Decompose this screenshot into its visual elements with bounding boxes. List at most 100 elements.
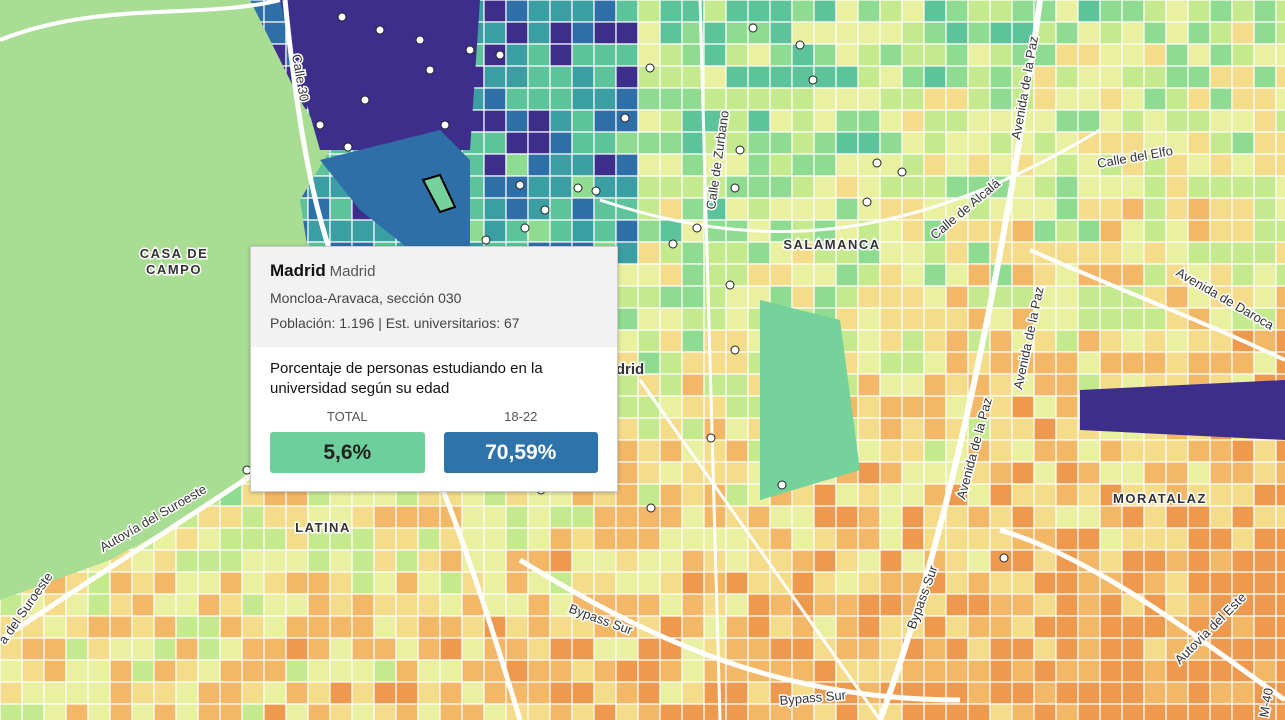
- section: [1055, 329, 1079, 353]
- section: [857, 43, 881, 67]
- section: [285, 703, 309, 720]
- section: [1121, 43, 1145, 67]
- section: [1253, 637, 1277, 661]
- section: [1121, 527, 1145, 551]
- section: [1231, 549, 1255, 573]
- section: [241, 593, 265, 617]
- section: [1055, 703, 1079, 720]
- section: [505, 65, 529, 89]
- section: [879, 241, 903, 265]
- section: [219, 549, 243, 573]
- section: [681, 197, 705, 221]
- point: [692, 223, 702, 233]
- section: [835, 703, 859, 720]
- section: [395, 681, 419, 705]
- section: [989, 351, 1013, 375]
- section: [725, 65, 749, 89]
- section: [1143, 197, 1167, 221]
- total-label: TOTAL: [326, 409, 368, 424]
- section: [571, 549, 595, 573]
- section: [659, 659, 683, 683]
- section: [725, 615, 749, 639]
- section: [65, 703, 89, 720]
- section: [1253, 439, 1277, 463]
- section: [813, 175, 837, 199]
- section: [549, 153, 573, 177]
- section: [1055, 681, 1079, 705]
- point: [706, 433, 716, 443]
- section: [1165, 65, 1189, 89]
- section: [747, 571, 771, 595]
- section: [769, 593, 793, 617]
- section: [1099, 615, 1123, 639]
- section: [307, 593, 331, 617]
- section: [395, 615, 419, 639]
- section: [1275, 659, 1285, 683]
- section: [725, 241, 749, 265]
- points: [242, 12, 1009, 563]
- section: [1275, 131, 1285, 155]
- selected-section[interactable]: [421, 173, 457, 214]
- section: [571, 153, 595, 177]
- section: [1275, 703, 1285, 720]
- section: [637, 87, 661, 111]
- section: [879, 131, 903, 155]
- section: [1033, 461, 1057, 485]
- section: [197, 549, 221, 573]
- section: [461, 703, 485, 720]
- point: [591, 186, 601, 196]
- section: [505, 43, 529, 67]
- section: [945, 505, 969, 529]
- section: [1099, 43, 1123, 67]
- section: [659, 21, 683, 45]
- section: [1209, 131, 1233, 155]
- section: [439, 659, 463, 683]
- section: [197, 637, 221, 661]
- point: [425, 65, 435, 75]
- section: [549, 175, 573, 199]
- section: [1099, 87, 1123, 111]
- section: [615, 637, 639, 661]
- section: [1143, 351, 1167, 375]
- section: [835, 571, 859, 595]
- section: [1077, 593, 1101, 617]
- section: [373, 527, 397, 551]
- section: [1011, 483, 1035, 507]
- section: [1165, 461, 1189, 485]
- section: [857, 571, 881, 595]
- section: [967, 219, 991, 243]
- section: [1077, 527, 1101, 551]
- section: [483, 197, 507, 221]
- section: [615, 659, 639, 683]
- section: [1077, 43, 1101, 67]
- section: [1143, 175, 1167, 199]
- point: [573, 183, 583, 193]
- section: [131, 615, 155, 639]
- section: [1033, 703, 1057, 720]
- section: [43, 659, 67, 683]
- section: [1275, 549, 1285, 573]
- section: [197, 571, 221, 595]
- section: [1011, 659, 1035, 683]
- section: [725, 21, 749, 45]
- section: [1275, 637, 1285, 661]
- section: [989, 637, 1013, 661]
- point: [415, 35, 425, 45]
- section: [923, 109, 947, 133]
- section: [109, 615, 133, 639]
- section: [1033, 87, 1057, 111]
- section: [615, 439, 639, 463]
- section: [747, 241, 771, 265]
- section: [1055, 351, 1079, 375]
- section: [1011, 417, 1035, 441]
- section: [1099, 351, 1123, 375]
- point: [465, 45, 475, 55]
- section: [351, 681, 375, 705]
- section: [1275, 175, 1285, 199]
- section: [857, 329, 881, 353]
- section: [505, 527, 529, 551]
- section: [967, 571, 991, 595]
- section: [681, 483, 705, 507]
- section: [1275, 65, 1285, 89]
- section: [879, 109, 903, 133]
